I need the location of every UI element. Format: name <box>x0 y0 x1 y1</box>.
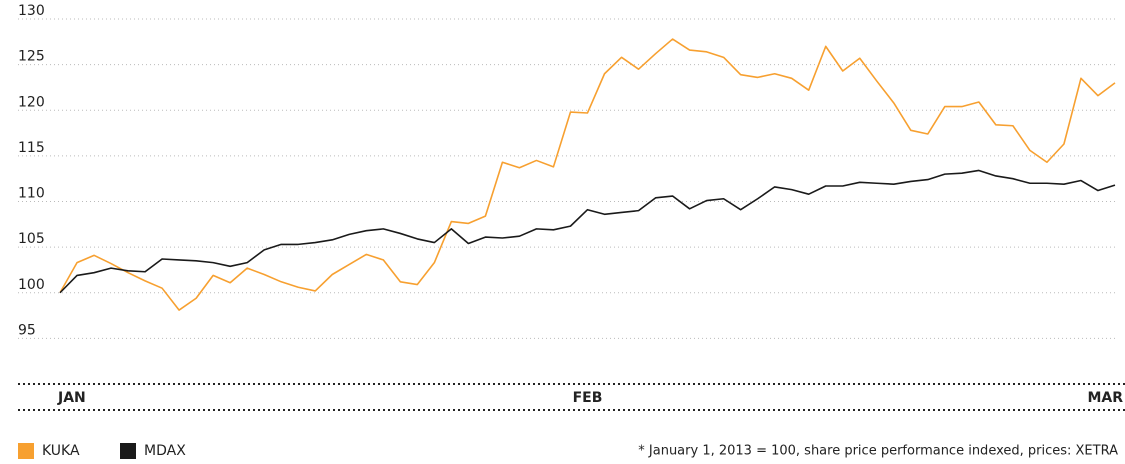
y-tick-label: 125 <box>18 49 45 65</box>
y-tick-label: 105 <box>18 231 45 247</box>
y-tick-label: 95 <box>18 322 36 338</box>
y-tick-label: 120 <box>18 94 45 110</box>
legend-swatch <box>18 443 34 459</box>
legend-label: MDAX <box>144 443 186 459</box>
y-tick-label: 130 <box>18 3 45 19</box>
series-line <box>59 169 1116 294</box>
y-tick-label: 110 <box>18 186 45 202</box>
legend-swatch <box>120 443 136 459</box>
x-tick-label: JAN <box>57 390 86 406</box>
y-tick-label: 100 <box>18 277 45 293</box>
x-tick-label: FEB <box>573 390 603 406</box>
y-tick-label: 115 <box>18 140 45 156</box>
series-line <box>59 38 1116 311</box>
legend-label: KUKA <box>42 443 80 459</box>
x-tick-label: MAR <box>1087 390 1123 406</box>
footnote: * January 1, 2013 = 100, share price per… <box>638 444 1118 459</box>
